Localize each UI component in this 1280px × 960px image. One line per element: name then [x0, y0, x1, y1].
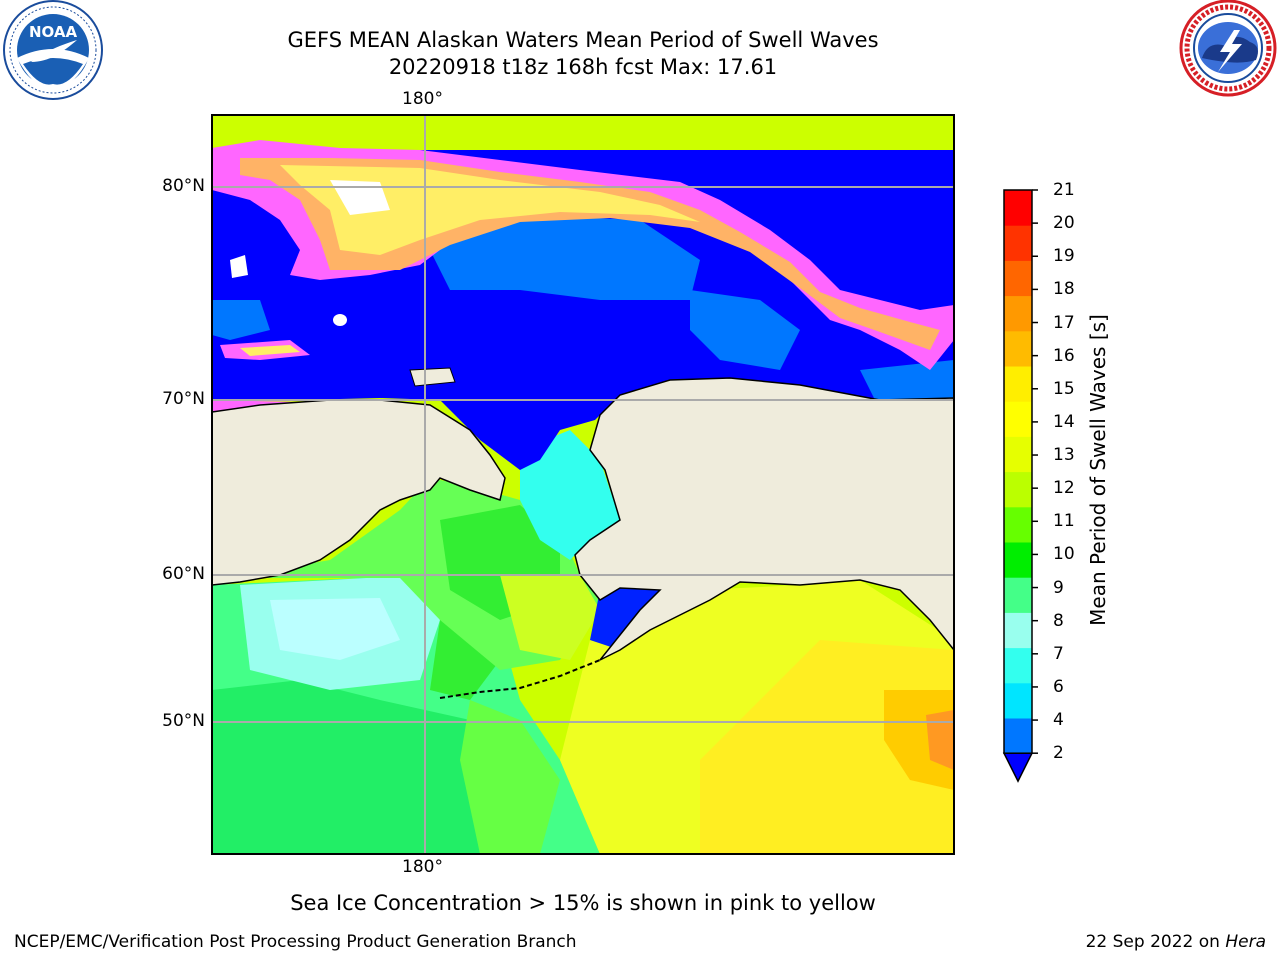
footer-machine: Hera [1225, 932, 1266, 952]
noaa-logo: NOAA [3, 0, 103, 100]
map-subtitle: 20220918 t18z 168h fcst Max: 17.61 [388, 55, 778, 79]
nws-logo [1179, 0, 1277, 97]
colorbar [1002, 189, 1038, 783]
max-period-pocket [926, 710, 954, 770]
colorbar-segment [1004, 718, 1032, 754]
colorbar-tick-label: 20 [1053, 213, 1075, 234]
colorbar-extend-arrow [1002, 752, 1034, 783]
colorbar-segment [1004, 612, 1032, 649]
aleutian-islands [439, 659, 601, 699]
map-title: GEFS MEAN Alaskan Waters Mean Period of … [287, 28, 879, 52]
colorbar-segment [1004, 225, 1032, 261]
colorbar-tick-label: 11 [1053, 511, 1075, 532]
colorbar-segment [1004, 401, 1032, 437]
colorbar-tick-label: 2 [1053, 743, 1064, 764]
colorbar-tick-label: 21 [1053, 180, 1075, 200]
colorbar-tick-label: 7 [1053, 643, 1064, 664]
colorbar-segment [1004, 436, 1032, 473]
colorbar-tick-label: 17 [1053, 312, 1075, 333]
colorbar-segment [1004, 506, 1032, 543]
colorbar-segment [1004, 330, 1032, 367]
colorbar-tick-label: 18 [1053, 279, 1075, 300]
colorbar-tick-label: 13 [1053, 445, 1075, 466]
colorbar-segment [1004, 542, 1032, 578]
graticule [212, 115, 954, 854]
colorbar-segment [1004, 682, 1032, 719]
colorbar-segment [1004, 647, 1032, 684]
lat-label-50: 50°N [162, 711, 205, 731]
sea-ice-caption: Sea Ice Concentration > 15% is shown in … [290, 891, 876, 915]
map-frame [211, 114, 955, 855]
lat-label-60: 60°N [162, 564, 205, 584]
lat-label-70: 70°N [162, 389, 205, 409]
colorbar-tick-label: 16 [1053, 345, 1075, 366]
colorbar-tick-label: 10 [1053, 544, 1075, 565]
colorbar-segment [1004, 366, 1032, 402]
colorbar-frame [1003, 189, 1033, 754]
footer-date-text: 22 Sep 2022 on [1085, 932, 1226, 952]
colorbar-segment [1004, 295, 1032, 332]
colorbar-tick-label: 19 [1053, 246, 1075, 267]
footer-date: 22 Sep 2022 on Hera [1086, 932, 1266, 952]
colorbar-tick-label: 12 [1053, 478, 1075, 499]
colorbar-tick-label: 8 [1053, 610, 1064, 631]
lat-label-80: 80°N [162, 176, 205, 196]
lon-label-bottom: 180° [402, 857, 443, 877]
colorbar-segment [1004, 471, 1032, 508]
colorbar-tick-label: 6 [1053, 676, 1064, 697]
lon-label-top: 180° [402, 89, 443, 109]
colorbar-segment [1004, 577, 1032, 613]
colorbar-label: Mean Period of Swell Waves [s] [1086, 314, 1110, 626]
colorbar-tick-label: 9 [1053, 577, 1064, 598]
svg-text:NOAA: NOAA [29, 23, 78, 41]
colorbar-tick-label: 4 [1053, 710, 1064, 731]
colorbar-tick-label: 14 [1053, 411, 1075, 432]
colorbar-tick-label: 15 [1053, 378, 1075, 399]
colorbar-segment [1004, 190, 1032, 226]
colorbar-segment [1004, 260, 1032, 297]
alaska-land [574, 377, 954, 661]
bering-strait-cyan [520, 430, 620, 560]
footer-producer: NCEP/EMC/Verification Post Processing Pr… [14, 932, 577, 952]
